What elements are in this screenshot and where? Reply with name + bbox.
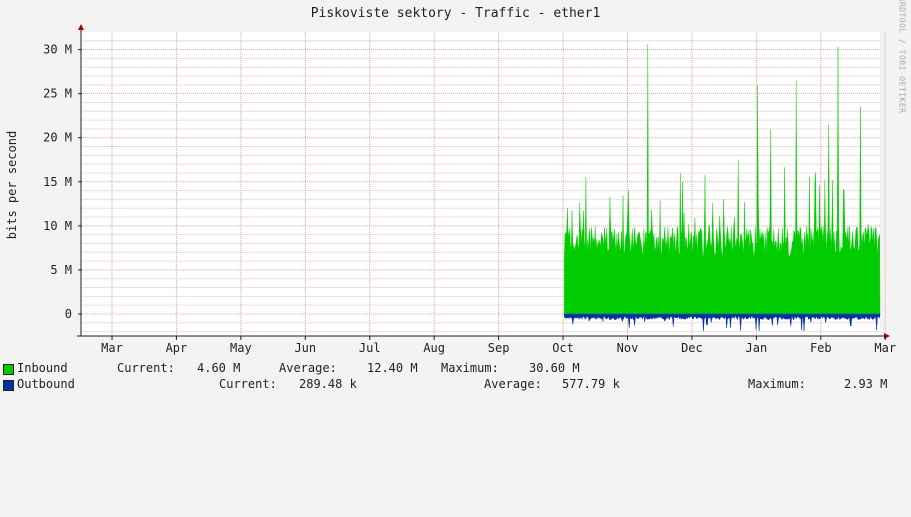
- rrdtool-watermark: RRDTOOL / TOBI OETIKER: [897, 0, 907, 114]
- outbound-current-value: 289.48 k: [299, 377, 357, 391]
- x-tick-label: Jan: [746, 341, 768, 355]
- x-tick-label: Sep: [488, 341, 510, 355]
- outbound-maximum-label: Maximum:: [748, 377, 806, 391]
- y-tick-label: 0: [65, 307, 72, 321]
- outbound-label: Outbound: [17, 377, 75, 391]
- x-tick-label: Feb: [810, 341, 832, 355]
- traffic-chart: 0 5 M 10 M 15 M 20 M 25 M 30 M Mar Apr May Jun Jul A…: [43, 24, 896, 355]
- legend-inbound: Inbound Current: 4.60 M Average: 12.40 M…: [3, 361, 580, 501]
- x-tick-label: Aug: [423, 341, 445, 355]
- x-tick-label: Jul: [359, 341, 381, 355]
- outbound-current-label: Current:: [219, 377, 277, 391]
- x-tick-label: Mar: [101, 341, 123, 355]
- y-axis-arrow: [78, 24, 84, 30]
- y-tick-label: 30 M: [43, 43, 72, 57]
- x-tick-label: Oct: [552, 341, 574, 355]
- inbound-current-label: Current:: [117, 361, 175, 375]
- inbound-label: Inbound: [17, 361, 68, 375]
- x-tick-label: Dec: [681, 341, 703, 355]
- x-tick-label: May: [230, 341, 252, 355]
- y-tick-label: 20 M: [43, 131, 72, 145]
- inbound-average-label: Average:: [279, 361, 337, 375]
- x-tick-label: Mar: [874, 341, 896, 355]
- x-tick-label: Jun: [294, 341, 316, 355]
- chart-window: 0 5 M 10 M 15 M 20 M 25 M 30 M Mar Apr May Jun Jul A…: [3, 0, 907, 391]
- inbound-maximum-value: 30.60 M: [529, 361, 580, 375]
- outbound-swatch: [3, 380, 14, 391]
- chart-title: Piskoviste sektory - Traffic - ether1: [310, 6, 601, 21]
- inbound-series-area: [564, 44, 881, 315]
- outbound-average-value: 577.79 k: [562, 377, 620, 391]
- y-tick-label: 25 M: [43, 87, 72, 101]
- x-tick-label: Apr: [166, 341, 188, 355]
- outbound-maximum-value: 2.93 M: [844, 377, 888, 391]
- y-axis-label: bits per second: [5, 130, 19, 240]
- inbound-maximum-label: Maximum:: [441, 361, 499, 375]
- x-tick-label: Nov: [617, 341, 639, 355]
- y-tick-label: 5 M: [50, 263, 72, 277]
- inbound-average-value: 12.40 M: [367, 361, 418, 375]
- outbound-average-label: Average:: [484, 377, 542, 391]
- outbound-series-area: [564, 313, 881, 332]
- legend-outbound: Outbound Current: 289.48 k Average: 577.…: [3, 377, 887, 517]
- inbound-current-value: 4.60 M: [197, 361, 241, 375]
- y-tick-label: 15 M: [43, 175, 72, 189]
- inbound-swatch: [3, 364, 14, 375]
- y-tick-label: 10 M: [43, 219, 72, 233]
